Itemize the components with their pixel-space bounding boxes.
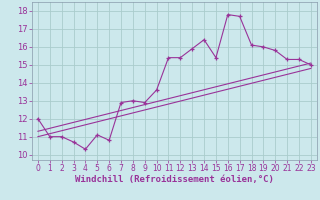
X-axis label: Windchill (Refroidissement éolien,°C): Windchill (Refroidissement éolien,°C) xyxy=(75,175,274,184)
